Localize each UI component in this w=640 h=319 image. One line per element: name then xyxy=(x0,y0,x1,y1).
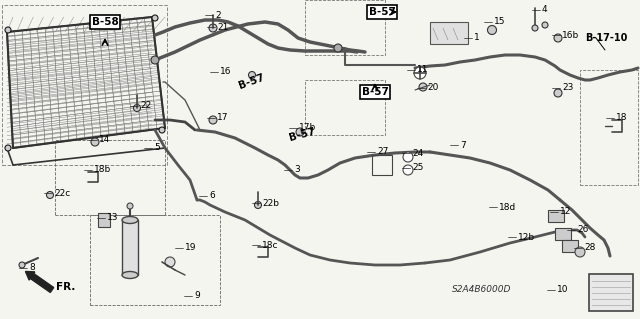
Text: B-57: B-57 xyxy=(362,87,388,97)
Text: 22b: 22b xyxy=(262,198,279,207)
Text: 18: 18 xyxy=(616,114,627,122)
Text: 15: 15 xyxy=(494,18,506,26)
Text: 27: 27 xyxy=(377,147,388,157)
Text: 23: 23 xyxy=(562,84,573,93)
Text: 2: 2 xyxy=(215,11,221,19)
Text: 4: 4 xyxy=(542,5,548,14)
Circle shape xyxy=(165,257,175,267)
Ellipse shape xyxy=(122,217,138,224)
Circle shape xyxy=(296,128,304,136)
Circle shape xyxy=(403,152,413,162)
Text: 16: 16 xyxy=(220,68,232,77)
Text: S2A4B6000D: S2A4B6000D xyxy=(452,286,511,294)
Bar xyxy=(90,215,220,305)
Text: FR.: FR. xyxy=(56,282,76,292)
Text: 28: 28 xyxy=(584,243,595,253)
Text: B-57: B-57 xyxy=(288,127,316,143)
Text: 21: 21 xyxy=(217,23,228,32)
Text: 9: 9 xyxy=(194,292,200,300)
Circle shape xyxy=(151,56,159,64)
Circle shape xyxy=(414,67,426,79)
Circle shape xyxy=(19,262,25,268)
FancyBboxPatch shape xyxy=(589,274,633,311)
Text: 19: 19 xyxy=(185,243,196,253)
Bar xyxy=(122,220,138,275)
Text: 14: 14 xyxy=(99,136,110,145)
Text: 3: 3 xyxy=(294,166,300,174)
Circle shape xyxy=(255,202,262,209)
Text: 18c: 18c xyxy=(262,241,278,249)
Bar xyxy=(580,70,638,185)
Circle shape xyxy=(209,24,217,32)
Circle shape xyxy=(152,15,158,21)
Text: 1: 1 xyxy=(474,33,480,42)
Text: 26: 26 xyxy=(577,226,588,234)
Circle shape xyxy=(554,89,562,97)
Text: 8: 8 xyxy=(29,263,35,272)
Text: 25: 25 xyxy=(412,164,424,173)
Text: 6: 6 xyxy=(209,191,215,201)
Text: B-57: B-57 xyxy=(369,7,396,17)
Text: 7: 7 xyxy=(460,140,466,150)
Circle shape xyxy=(134,105,141,112)
Circle shape xyxy=(575,247,585,257)
Text: 24: 24 xyxy=(412,149,423,158)
Text: 13: 13 xyxy=(107,213,118,222)
Circle shape xyxy=(403,165,413,175)
Circle shape xyxy=(127,203,133,209)
Text: 10: 10 xyxy=(557,286,568,294)
Circle shape xyxy=(47,191,54,198)
Text: 12: 12 xyxy=(560,207,572,217)
Text: 18b: 18b xyxy=(94,166,111,174)
Text: 20: 20 xyxy=(427,84,438,93)
Circle shape xyxy=(542,22,548,28)
Bar xyxy=(55,140,165,215)
Text: B-17-10: B-17-10 xyxy=(584,33,627,43)
Bar xyxy=(305,0,385,55)
Text: B-58: B-58 xyxy=(92,17,118,27)
Bar xyxy=(305,80,385,135)
Text: 22c: 22c xyxy=(54,189,70,197)
Circle shape xyxy=(532,25,538,31)
Circle shape xyxy=(334,44,342,52)
Circle shape xyxy=(159,127,165,133)
Text: 12b: 12b xyxy=(518,233,535,241)
Bar xyxy=(98,213,110,227)
Text: B-57: B-57 xyxy=(237,73,266,91)
Ellipse shape xyxy=(122,271,138,278)
Text: 11: 11 xyxy=(417,65,429,75)
Text: 17b: 17b xyxy=(299,123,316,132)
Circle shape xyxy=(554,34,562,42)
Bar xyxy=(430,22,468,44)
Bar xyxy=(562,240,578,252)
Circle shape xyxy=(488,26,497,34)
Bar xyxy=(372,155,392,175)
Circle shape xyxy=(248,71,255,78)
Bar xyxy=(548,210,564,222)
Text: 16b: 16b xyxy=(562,31,579,40)
FancyArrow shape xyxy=(26,271,54,293)
Text: 17: 17 xyxy=(217,114,228,122)
Bar xyxy=(2,5,167,165)
Text: 18d: 18d xyxy=(499,203,516,211)
Circle shape xyxy=(5,27,11,33)
Text: 5: 5 xyxy=(154,144,160,152)
Bar xyxy=(555,228,571,240)
Circle shape xyxy=(419,83,427,91)
Circle shape xyxy=(5,145,11,151)
Circle shape xyxy=(209,116,217,124)
Text: 22: 22 xyxy=(140,101,151,110)
Circle shape xyxy=(91,138,99,146)
